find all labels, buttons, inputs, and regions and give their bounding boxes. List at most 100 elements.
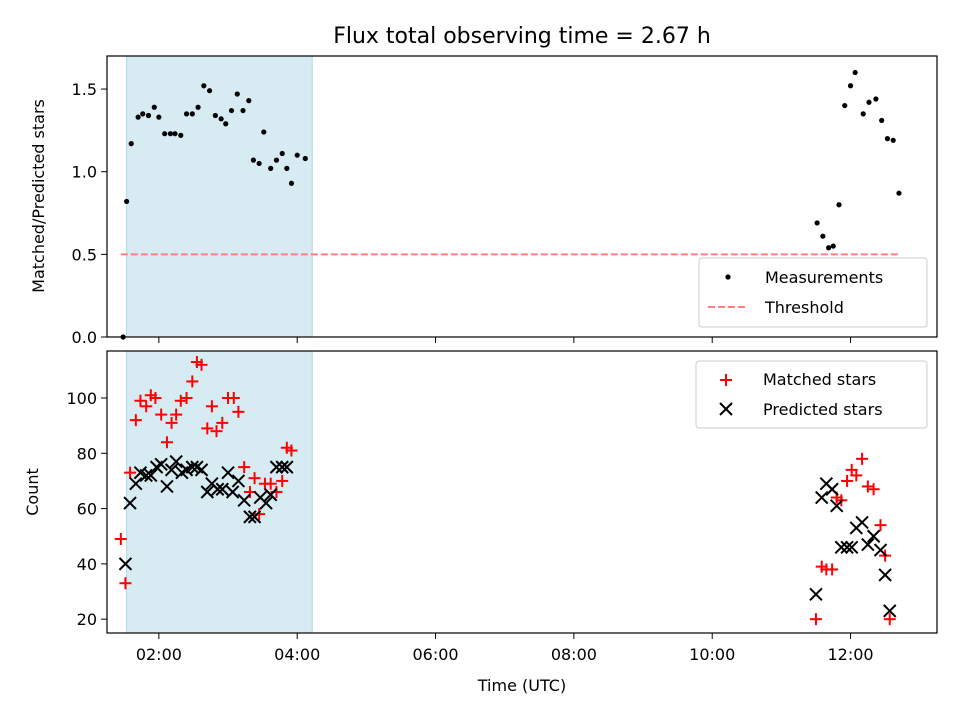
predicted-star-point <box>861 537 875 552</box>
predicted-star-point <box>873 543 888 557</box>
predicted-star-point <box>200 485 214 499</box>
bottom-x-ticks: 02:00 04:00 06:00 08:00 10:00 12:00 <box>136 633 874 664</box>
measurement-point <box>128 141 134 147</box>
bottom-y-tick-label: 20 <box>77 610 97 629</box>
measurement-point <box>140 111 146 117</box>
legend-measurements-marker <box>725 274 731 280</box>
matched-star-point <box>856 452 869 465</box>
chart-title: Flux total observing time = 2.67 h <box>333 24 711 49</box>
top-y-axis-label: Matched/Predicted stars <box>29 99 48 293</box>
matched-star-point <box>874 519 887 532</box>
predicted-star-point <box>169 454 183 469</box>
measurement-point <box>178 132 184 138</box>
matched-star-point <box>232 405 245 418</box>
x-tick-label: 06:00 <box>412 645 458 664</box>
measurement-point <box>167 131 174 137</box>
measurement-point <box>246 98 252 104</box>
measurement-point <box>879 117 885 124</box>
matched-star-point <box>170 408 183 421</box>
matched-star-point <box>841 474 854 487</box>
matched-star-point <box>216 416 229 429</box>
measurement-point <box>866 99 872 105</box>
bottom-y-tick-label: 60 <box>77 500 97 519</box>
matched-star-point <box>160 436 173 449</box>
matched-star-point <box>186 375 199 388</box>
predicted-star-point <box>243 510 257 524</box>
top-y-tick-label: 0.5 <box>72 245 97 264</box>
predicted-star-point <box>883 604 897 618</box>
measurement-point <box>212 112 218 119</box>
x-tick-label: 08:00 <box>551 645 597 664</box>
matched-star-point <box>861 480 874 493</box>
measurement-point <box>830 243 836 249</box>
x-axis-label: Time (UTC) <box>477 676 566 695</box>
bottom-y-tick-label: 80 <box>77 444 97 463</box>
predicted-star-point <box>259 496 273 510</box>
predicted-star-point <box>123 496 137 510</box>
predicted-star-point <box>221 465 235 480</box>
measurement-point <box>814 220 820 226</box>
matched-star-point <box>248 472 261 485</box>
top-x-ticks <box>158 337 852 343</box>
predicted-star-point <box>215 482 229 496</box>
predicted-star-point <box>144 468 158 483</box>
predicted-star-point <box>225 485 240 499</box>
predicted-star-point <box>139 468 153 483</box>
measurement-point <box>223 121 229 127</box>
top-highlight-span <box>126 55 313 338</box>
measurement-point <box>873 96 879 102</box>
predicted-star-point <box>263 488 278 502</box>
measurement-point <box>256 160 262 167</box>
predicted-star-point <box>815 490 829 505</box>
top-axes-frame <box>106 55 938 338</box>
legend-threshold-label: Threshold <box>764 298 844 317</box>
top-legend-box <box>698 257 928 328</box>
top-y-tick-label: 0.0 <box>72 328 97 347</box>
predicted-star-point <box>160 479 174 494</box>
measurement-point <box>123 198 130 205</box>
matched-star-point <box>883 613 896 626</box>
predicted-star-point <box>809 587 823 602</box>
measurement-point <box>135 114 141 120</box>
measurement-point <box>206 88 213 94</box>
measurement-point <box>284 165 290 171</box>
matched-star-point <box>809 613 822 626</box>
matched-star-point <box>850 469 863 482</box>
predicted-star-point <box>154 457 168 472</box>
measurement-point <box>852 69 858 76</box>
matched-star-point <box>238 461 251 474</box>
matched-star-point <box>201 422 214 435</box>
matched-star-point <box>826 563 839 576</box>
top-y-tick-label: 1.5 <box>72 80 97 99</box>
predicted-star-point <box>866 529 881 543</box>
matched-star-point <box>165 416 178 429</box>
top-y-tick-label: 1.0 <box>72 163 97 182</box>
measurement-point <box>836 202 842 208</box>
measurement-point <box>228 107 235 114</box>
matched-star-point <box>174 394 187 407</box>
top-legend: Measurements Threshold <box>698 257 928 328</box>
top-measurements-layer <box>120 69 902 340</box>
matched-star-point <box>124 466 137 479</box>
predicted-star-point <box>280 460 294 474</box>
legend-measurements-label: Measurements <box>765 268 883 287</box>
x-tick-label: 10:00 <box>689 645 735 664</box>
x-tick-label: 12:00 <box>827 645 873 664</box>
matched-star-point <box>285 444 298 457</box>
measurement-point <box>234 91 240 97</box>
matched-star-point <box>210 425 223 438</box>
matched-star-point <box>129 414 142 427</box>
predicted-star-point <box>878 568 892 582</box>
measurement-point <box>183 111 190 117</box>
bottom-legend-box <box>695 360 928 429</box>
measurement-point <box>145 112 152 119</box>
top-panel: 0.0 0.5 1.0 1.5 Flux total observing time =… <box>29 24 938 347</box>
matched-star-point <box>180 392 193 404</box>
matched-star-point <box>276 474 289 487</box>
measurement-point <box>842 102 848 109</box>
matched-star-point <box>119 577 132 590</box>
predicted-star-point <box>247 510 262 524</box>
measurement-point <box>884 136 891 142</box>
measurement-point <box>162 131 168 137</box>
